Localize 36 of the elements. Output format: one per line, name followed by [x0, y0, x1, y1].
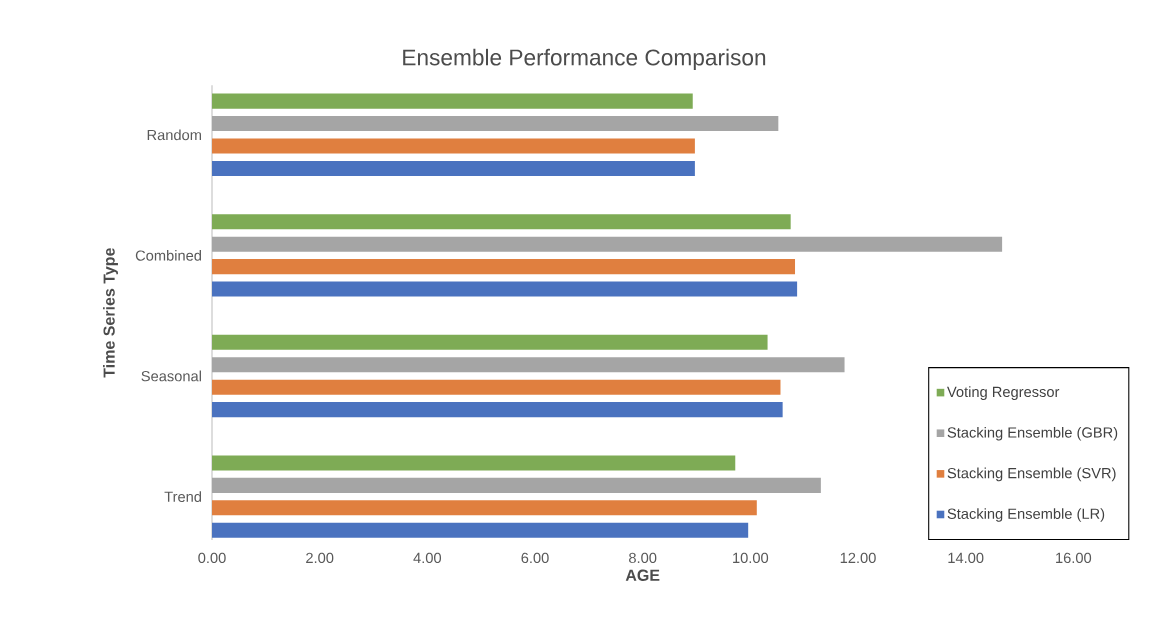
- bar: [212, 455, 736, 471]
- legend-label: Stacking Ensemble (GBR): [947, 426, 1118, 441]
- bar: [212, 357, 845, 373]
- x-tick-label: 6.00: [521, 552, 549, 564]
- y-tick-label: Trend: [164, 491, 202, 502]
- y-tick-label: Random: [147, 129, 201, 141]
- bar: [212, 259, 796, 275]
- bar: [212, 500, 757, 516]
- bar: [212, 379, 781, 395]
- y-axis-title: Time Series Type: [103, 248, 118, 378]
- bar: [212, 160, 695, 176]
- bar: [212, 214, 791, 230]
- x-tick-label: 16.00: [1056, 552, 1092, 564]
- legend-label: Stacking Ensemble (SVR): [947, 467, 1116, 482]
- x-tick-label: 12.00: [840, 552, 876, 564]
- x-tick-label: 0.00: [198, 552, 226, 564]
- x-tick-label: 8.00: [629, 552, 657, 564]
- x-tick-label: 4.00: [413, 552, 442, 564]
- bar: [212, 236, 1003, 252]
- x-tick-label: 2.00: [306, 552, 334, 564]
- x-axis-title: AGE: [625, 569, 660, 581]
- bar: [212, 138, 695, 154]
- bar: [212, 281, 798, 297]
- bar: [212, 402, 783, 418]
- y-tick-label: Seasonal: [141, 370, 201, 382]
- bar: [212, 522, 749, 538]
- y-tick-label: Combined: [135, 250, 201, 261]
- bar: [212, 93, 693, 109]
- bar: [212, 477, 821, 493]
- legend-label: Stacking Ensemble (LR): [947, 508, 1105, 522]
- bar: [212, 116, 779, 132]
- x-tick-label: 10.00: [733, 552, 769, 564]
- chart-title: Ensemble Performance Comparison: [403, 48, 766, 70]
- legend-label: Voting Regressor: [947, 386, 1060, 400]
- bar: [212, 334, 768, 350]
- x-tick-label: 14.00: [948, 552, 984, 564]
